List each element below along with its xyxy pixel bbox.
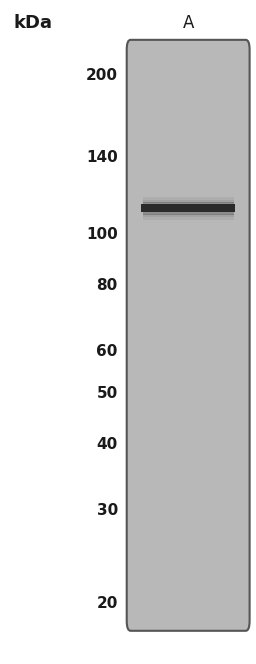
Text: 200: 200 [86, 68, 118, 83]
Bar [143, 203, 234, 206]
Text: 20: 20 [97, 596, 118, 611]
Text: A: A [183, 14, 194, 33]
Bar [143, 205, 234, 208]
Text: 140: 140 [86, 149, 118, 165]
Text: 50: 50 [97, 386, 118, 400]
Bar [185, 43, 192, 627]
Text: 80: 80 [97, 278, 118, 293]
FancyBboxPatch shape [141, 205, 235, 212]
Bar [143, 197, 234, 201]
Bar [170, 43, 206, 627]
Bar [165, 43, 211, 627]
Bar [173, 43, 204, 627]
Text: 40: 40 [97, 437, 118, 452]
Text: 30: 30 [97, 503, 118, 518]
FancyBboxPatch shape [127, 40, 250, 631]
Text: 60: 60 [97, 344, 118, 359]
Bar [168, 43, 209, 627]
Bar [174, 43, 202, 627]
Bar [143, 212, 234, 215]
Text: kDa: kDa [14, 14, 53, 33]
Bar [183, 43, 193, 627]
Bar [143, 217, 234, 220]
Bar [143, 200, 234, 203]
Bar [175, 43, 201, 627]
Bar [166, 43, 210, 627]
Bar [143, 209, 234, 212]
Bar [143, 214, 234, 218]
Bar [182, 43, 194, 627]
Bar [178, 43, 198, 627]
Bar [177, 43, 199, 627]
Bar [169, 43, 207, 627]
Bar [176, 43, 200, 627]
Bar [187, 43, 189, 627]
Bar [181, 43, 195, 627]
Bar [180, 43, 197, 627]
Text: 100: 100 [86, 226, 118, 242]
Bar [171, 43, 205, 627]
Bar [186, 43, 190, 627]
